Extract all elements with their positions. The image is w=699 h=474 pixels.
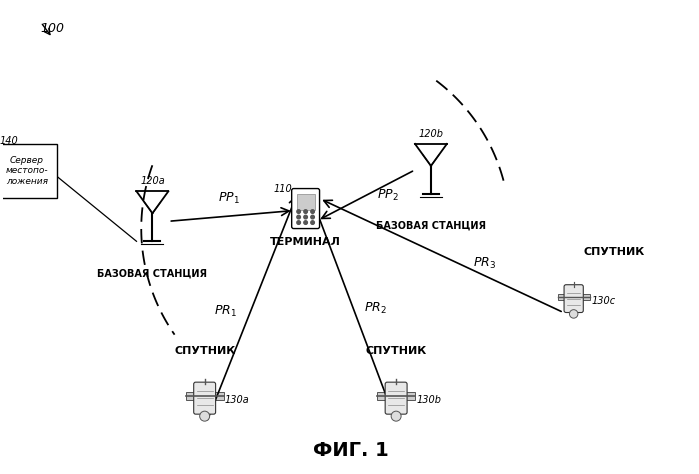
Circle shape (311, 215, 315, 219)
Text: $PR_2$: $PR_2$ (364, 301, 387, 316)
Text: 140: 140 (0, 136, 18, 146)
Text: $PR_3$: $PR_3$ (473, 256, 496, 271)
Text: ФИГ. 1: ФИГ. 1 (313, 441, 389, 460)
Text: 120a: 120a (140, 176, 165, 186)
Circle shape (304, 221, 308, 224)
Bar (296, 193, 315, 210)
Text: 130c: 130c (591, 296, 616, 306)
Text: ТЕРМИНАЛ: ТЕРМИНАЛ (271, 237, 341, 246)
FancyBboxPatch shape (385, 382, 407, 414)
Text: 100: 100 (41, 22, 64, 35)
Text: $PP_2$: $PP_2$ (377, 188, 399, 203)
Bar (186, 392, 195, 400)
Text: СПУТНИК: СПУТНИК (584, 246, 645, 256)
Bar (582, 293, 590, 301)
Text: 110: 110 (274, 183, 293, 193)
Circle shape (304, 210, 308, 213)
FancyBboxPatch shape (291, 189, 319, 228)
Circle shape (297, 215, 301, 219)
Text: 130a: 130a (224, 395, 250, 405)
Circle shape (297, 221, 301, 224)
Text: $PR_1$: $PR_1$ (214, 304, 237, 319)
Bar (406, 392, 415, 400)
Text: 120b: 120b (419, 129, 443, 139)
Bar (558, 293, 565, 301)
Circle shape (304, 215, 308, 219)
Circle shape (570, 310, 578, 318)
Text: СПУТНИК: СПУТНИК (174, 346, 236, 356)
Text: 130b: 130b (416, 395, 441, 405)
Bar (215, 392, 224, 400)
Bar (377, 392, 386, 400)
FancyBboxPatch shape (564, 285, 583, 312)
FancyBboxPatch shape (194, 382, 215, 414)
Text: БАЗОВАЯ СТАНЦИЯ: БАЗОВАЯ СТАНЦИЯ (97, 268, 208, 278)
Circle shape (297, 210, 301, 213)
Circle shape (311, 221, 315, 224)
Text: Сервер
местопо-
ложения: Сервер местопо- ложения (6, 156, 48, 185)
FancyBboxPatch shape (0, 144, 57, 198)
Text: $PP_1$: $PP_1$ (218, 191, 240, 207)
Text: СПУТНИК: СПУТНИК (366, 346, 427, 356)
Circle shape (311, 210, 315, 213)
Circle shape (391, 411, 401, 421)
Circle shape (200, 411, 210, 421)
Text: БАЗОВАЯ СТАНЦИЯ: БАЗОВАЯ СТАНЦИЯ (376, 221, 486, 231)
